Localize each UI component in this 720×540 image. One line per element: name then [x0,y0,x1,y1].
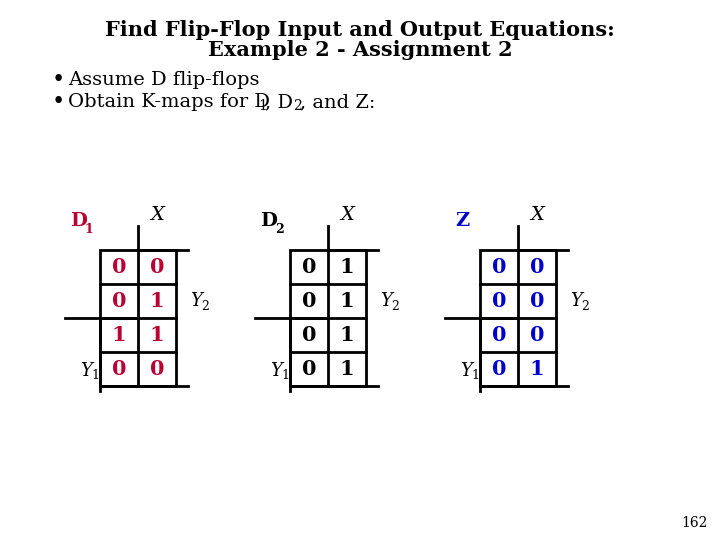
Text: X: X [150,206,164,225]
Text: 0: 0 [302,325,316,345]
Bar [100,250,176,386]
Text: 0: 0 [302,257,316,277]
Text: 0: 0 [530,257,544,277]
Text: , and Z:: , and Z: [300,93,375,111]
Text: 162: 162 [682,516,708,530]
Text: 0: 0 [492,359,506,379]
Text: 0: 0 [530,291,544,311]
Text: Y: Y [380,292,392,310]
Text: 2: 2 [391,300,399,313]
Text: Y: Y [270,362,282,380]
Text: 1: 1 [530,359,544,379]
Text: 0: 0 [492,291,506,311]
Text: 1: 1 [340,257,354,277]
Text: 2: 2 [275,223,284,236]
Text: Y: Y [80,362,92,380]
Text: 0: 0 [150,359,164,379]
Text: Find Flip-Flop Input and Output Equations:: Find Flip-Flop Input and Output Equation… [105,20,615,40]
Text: Y: Y [570,292,582,310]
Bar [480,250,556,386]
Text: 1: 1 [281,369,289,382]
Text: 2: 2 [201,300,209,313]
Text: 2: 2 [293,99,302,113]
Text: D: D [260,212,277,230]
Text: 0: 0 [492,257,506,277]
Text: Y: Y [190,292,202,310]
Text: 1: 1 [150,291,164,311]
Text: 0: 0 [530,325,544,345]
Text: 1: 1 [471,369,479,382]
Text: 2: 2 [581,300,589,313]
Text: 1: 1 [340,325,354,345]
Text: 1: 1 [91,369,99,382]
Text: D: D [70,212,87,230]
Text: 0: 0 [492,325,506,345]
Text: 0: 0 [112,257,126,277]
Text: 1: 1 [85,223,94,236]
Text: 1: 1 [340,291,354,311]
Text: , D: , D [265,93,293,111]
Text: 1: 1 [340,359,354,379]
Text: X: X [530,206,544,225]
Text: 0: 0 [112,359,126,379]
Text: Z: Z [455,212,469,230]
Bar [290,250,366,386]
Text: 0: 0 [302,291,316,311]
Text: X: X [340,206,354,225]
Text: 0: 0 [112,291,126,311]
Text: 1: 1 [112,325,126,345]
Text: 1: 1 [258,99,267,113]
Text: Obtain K-maps for D: Obtain K-maps for D [68,93,270,111]
Text: 1: 1 [150,325,164,345]
Text: 0: 0 [150,257,164,277]
Text: •: • [52,91,66,113]
Text: •: • [52,69,66,91]
Text: Assume D flip-flops: Assume D flip-flops [68,71,259,89]
Text: 0: 0 [302,359,316,379]
Text: Example 2 - Assignment 2: Example 2 - Assignment 2 [207,40,513,60]
Text: Y: Y [460,362,472,380]
